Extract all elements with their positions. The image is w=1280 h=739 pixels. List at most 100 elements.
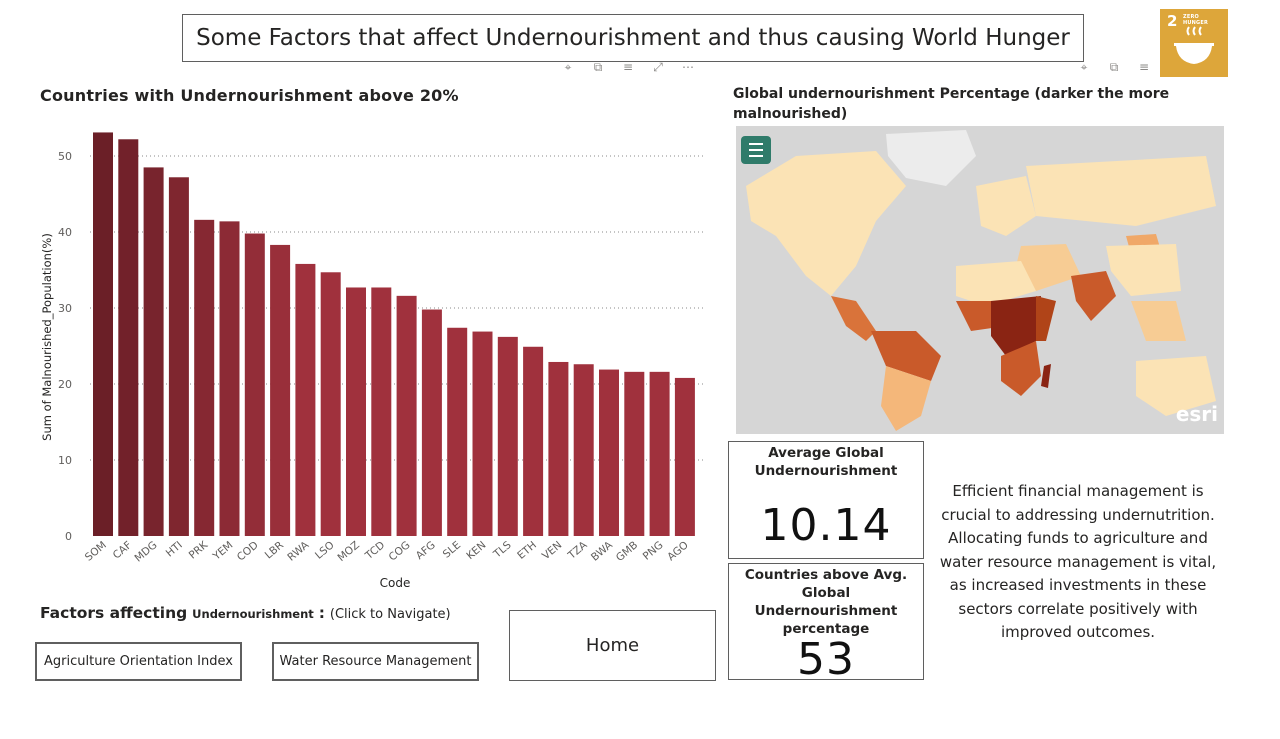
bar-BWA[interactable]: [599, 369, 619, 536]
south-america-region-south: [881, 366, 931, 431]
map-title: Global undernourishment Percentage (dark…: [733, 86, 1170, 122]
x-tick-label: VEN: [540, 539, 564, 562]
x-tick-label: TCD: [362, 539, 387, 562]
pin-icon[interactable]: ⌖: [564, 60, 572, 74]
bar-SOM[interactable]: [93, 132, 113, 536]
x-tick-label: LSO: [313, 539, 337, 562]
esri-attribution: esri: [1175, 402, 1218, 426]
y-tick-label: 20: [58, 378, 72, 391]
bar-TZA[interactable]: [573, 364, 594, 536]
x-tick-label: TZA: [565, 539, 590, 563]
insight-note: Efficient financial management is crucia…: [939, 482, 1217, 641]
copy-icon[interactable]: ⧉: [593, 60, 603, 74]
x-tick-label: SOM: [83, 539, 109, 564]
bar-PRK[interactable]: [194, 219, 215, 536]
water-resource-button[interactable]: Water Resource Management: [272, 642, 479, 681]
world-map[interactable]: esri: [736, 126, 1224, 434]
australia-region: [1136, 356, 1216, 416]
x-tick-label: GMB: [614, 539, 640, 564]
factors-hint: (Click to Navigate): [329, 607, 451, 622]
bar-MDG[interactable]: [143, 167, 164, 536]
greenland-region: [886, 130, 976, 186]
filter-icon[interactable]: ≡: [622, 60, 634, 74]
x-tick-label: MDG: [132, 539, 159, 564]
x-tick-label: PNG: [641, 539, 666, 563]
madagascar-region: [1041, 364, 1051, 388]
x-tick-label: ETH: [515, 539, 539, 562]
central-america-region: [831, 296, 876, 341]
map-menu-button[interactable]: [741, 136, 771, 164]
south-america-region-north: [871, 331, 941, 381]
home-button[interactable]: Home: [509, 610, 716, 681]
bar-VEN[interactable]: [548, 361, 569, 536]
europe-region: [976, 176, 1036, 236]
middle-east-region: [1016, 244, 1081, 291]
x-tick-label: BWA: [589, 539, 616, 564]
bar-chart-title: Countries with Undernourishment above 20…: [40, 86, 459, 105]
x-tick-label: RWA: [285, 539, 312, 564]
pin-icon[interactable]: ⌖: [1080, 60, 1088, 74]
focus-icon[interactable]: ⤢: [653, 60, 663, 74]
factors-colon: :: [318, 604, 325, 622]
x-tick-label: CAF: [111, 539, 134, 561]
southern-africa-region: [1001, 341, 1041, 396]
x-tick-label: MOZ: [335, 539, 362, 564]
x-tick-label: YEM: [210, 539, 235, 563]
bar-PNG[interactable]: [649, 371, 670, 536]
copy-icon[interactable]: ⧉: [1109, 60, 1119, 74]
average-kpi-label: Average Global Undernourishment: [754, 445, 898, 479]
filter-icon[interactable]: ≡: [1138, 60, 1150, 74]
bar-TLS[interactable]: [497, 336, 518, 536]
bar-ETH[interactable]: [523, 346, 544, 536]
china-region: [1106, 244, 1181, 296]
count-kpi-label: Countries above Avg. Global Undernourish…: [744, 567, 908, 637]
y-tick-label: 0: [65, 530, 72, 543]
bar-AFG[interactable]: [421, 309, 442, 536]
bar-LSO[interactable]: [320, 272, 341, 536]
bar-MOZ[interactable]: [346, 287, 366, 536]
y-tick-label: 10: [58, 454, 72, 467]
y-axis-title: Sum of Malnourished_Population(%): [40, 233, 54, 441]
bar-COG[interactable]: [396, 295, 417, 536]
count-kpi-value: 53: [797, 634, 855, 685]
factors-label: Factors affecting Undernourishment : (Cl…: [40, 604, 451, 622]
x-tick-label: KEN: [464, 539, 488, 562]
count-kpi-card: Countries above Avg. Global Undernourish…: [728, 563, 924, 685]
bar-SLE[interactable]: [447, 327, 468, 536]
central-africa-region: [991, 296, 1041, 356]
bar-LBR[interactable]: [270, 244, 291, 537]
bar-HTI[interactable]: [168, 177, 189, 536]
bar-CAF[interactable]: [118, 139, 139, 536]
russia-region: [1026, 156, 1216, 226]
bar-RWA[interactable]: [295, 263, 316, 536]
bar-COD[interactable]: [244, 233, 265, 536]
bar-KEN[interactable]: [472, 331, 493, 536]
world-choropleth: [736, 126, 1224, 434]
x-tick-label: COG: [387, 539, 413, 563]
y-tick-label: 30: [58, 302, 72, 315]
average-kpi-value: 10.14: [760, 500, 892, 551]
factors-prefix: Factors affecting: [40, 604, 188, 622]
y-tick-label: 40: [58, 226, 72, 239]
southeast-asia-region: [1131, 301, 1186, 341]
map-visual-header: ⌖ ⧉ ≡: [1077, 60, 1151, 74]
agriculture-orientation-button[interactable]: Agriculture Orientation Index: [35, 642, 242, 681]
x-tick-label: LBR: [263, 539, 286, 561]
sdg-number: 2: [1167, 12, 1178, 30]
x-tick-label: COD: [235, 539, 261, 563]
factors-topic: Undernourishment: [192, 607, 314, 621]
bar-TCD[interactable]: [371, 287, 392, 536]
average-kpi-card: Average Global Undernourishment 10.14: [728, 441, 924, 559]
x-tick-label: AGO: [665, 539, 691, 563]
bar-GMB[interactable]: [624, 371, 645, 536]
x-tick-label: AFG: [414, 539, 438, 562]
south-asia-region: [1071, 271, 1116, 321]
bar-visual-header: ⌖ ⧉ ≡ ⤢ ⋯: [561, 60, 695, 74]
bar-AGO[interactable]: [674, 377, 695, 536]
sdg-text: ZERO HUNGER: [1183, 14, 1208, 26]
bar-YEM[interactable]: [219, 221, 240, 537]
x-tick-label: SLE: [441, 539, 463, 561]
more-icon[interactable]: ⋯: [682, 60, 694, 74]
x-tick-label: TLS: [491, 539, 514, 561]
